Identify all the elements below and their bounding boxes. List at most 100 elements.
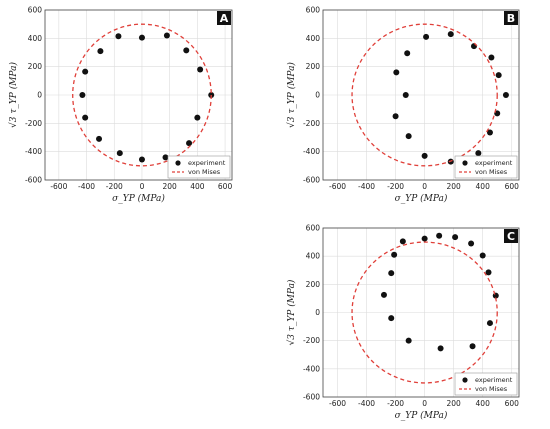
data-point — [388, 270, 395, 277]
panel-letter: C — [507, 230, 515, 243]
x-tick-label: 200 — [163, 182, 178, 191]
data-point — [405, 337, 412, 344]
legend-label: experiment — [475, 159, 513, 167]
data-point — [468, 240, 475, 247]
panel-letter: B — [507, 12, 515, 25]
x-tick-label: 400 — [190, 182, 205, 191]
legend-swatch-experiment — [175, 160, 181, 166]
x-tick-label: -600 — [329, 182, 346, 191]
y-tick-label: 400 — [306, 252, 321, 261]
data-point — [115, 33, 122, 40]
x-tick-label: -400 — [78, 182, 95, 191]
y-tick-label: 600 — [306, 224, 321, 233]
data-point — [79, 92, 86, 98]
data-point — [96, 135, 103, 142]
y-axis-label: √3 τ_YP (MPa) — [286, 62, 297, 128]
data-point — [393, 69, 400, 76]
data-point — [437, 345, 444, 352]
x-tick-label: -600 — [50, 182, 67, 191]
plot-frame — [322, 9, 520, 181]
legend-swatch-experiment — [462, 377, 468, 383]
von-mises-circle — [351, 241, 498, 384]
x-tick-label: 200 — [447, 399, 462, 408]
x-tick-label: -200 — [106, 182, 123, 191]
data-point — [486, 320, 493, 327]
x-tick-label: -400 — [358, 182, 375, 191]
data-point — [485, 269, 492, 276]
data-point — [404, 50, 411, 57]
x-tick-label: 400 — [476, 399, 491, 408]
von-mises-circle — [72, 23, 212, 167]
plot-area — [72, 23, 215, 167]
y-tick-label: 600 — [306, 6, 321, 15]
plot-frame — [322, 227, 520, 398]
data-point — [486, 129, 493, 136]
x-tick-label: 600 — [505, 399, 520, 408]
data-point — [402, 92, 409, 98]
y-tick-label: -600 — [25, 176, 42, 185]
legend-label: von Mises — [475, 385, 508, 393]
panel-letter-badge — [504, 11, 518, 25]
x-tick-label: 600 — [505, 182, 520, 191]
y-tick-label: 600 — [28, 6, 43, 15]
x-tick-label: 0 — [422, 399, 427, 408]
data-point — [502, 92, 509, 98]
data-point — [391, 251, 398, 258]
von-mises-circle — [351, 23, 498, 167]
data-point — [475, 150, 482, 157]
x-tick-label: 400 — [476, 182, 491, 191]
x-tick-label: 0 — [422, 182, 427, 191]
data-point — [388, 315, 395, 322]
data-point — [452, 234, 459, 241]
x-axis-label: σ_YP (MPa) — [395, 410, 448, 421]
y-tick-label: -400 — [25, 147, 42, 156]
legend-label: von Mises — [475, 168, 508, 176]
data-point — [470, 43, 477, 50]
y-tick-label: -400 — [303, 364, 320, 373]
x-tick-label: 600 — [218, 182, 233, 191]
data-point — [421, 152, 428, 159]
y-tick-label: 400 — [28, 34, 43, 43]
y-axis-label: √3 τ_YP (MPa) — [8, 62, 19, 128]
data-point — [82, 68, 89, 75]
x-axis-label: σ_YP (MPa) — [395, 193, 448, 204]
y-tick-label: 200 — [28, 62, 43, 71]
data-point — [447, 31, 454, 38]
panel-letter-badge — [504, 229, 518, 243]
panel-letter-badge — [217, 11, 231, 25]
data-point — [183, 47, 190, 54]
data-point — [488, 54, 495, 61]
legend-label: experiment — [475, 376, 513, 384]
legend-swatch-experiment — [462, 160, 468, 166]
data-point — [423, 33, 430, 40]
y-tick-label: -200 — [25, 119, 42, 128]
x-tick-label: -200 — [387, 399, 404, 408]
data-point — [197, 66, 204, 73]
data-point — [82, 114, 89, 121]
data-point — [138, 156, 145, 163]
y-tick-label: -600 — [303, 393, 320, 402]
x-tick-label: -200 — [387, 182, 404, 191]
panel-letter: A — [220, 12, 229, 25]
data-point — [186, 140, 193, 147]
y-tick-label: 400 — [306, 34, 321, 43]
plot-frame — [44, 9, 233, 181]
y-tick-label: -600 — [303, 176, 320, 185]
x-axis-label: σ_YP (MPa) — [112, 193, 165, 204]
data-point — [162, 154, 169, 161]
y-tick-label: 0 — [315, 308, 320, 317]
data-point — [421, 235, 428, 242]
data-point — [405, 133, 412, 140]
y-tick-label: 0 — [37, 91, 42, 100]
x-tick-label: 0 — [140, 182, 145, 191]
data-point — [495, 72, 502, 79]
y-axis-label: √3 τ_YP (MPa) — [286, 279, 297, 345]
x-tick-label: -400 — [358, 399, 375, 408]
y-tick-label: 200 — [306, 62, 321, 71]
data-point — [479, 252, 486, 259]
plot-area — [351, 232, 499, 384]
x-tick-label: 200 — [447, 182, 462, 191]
